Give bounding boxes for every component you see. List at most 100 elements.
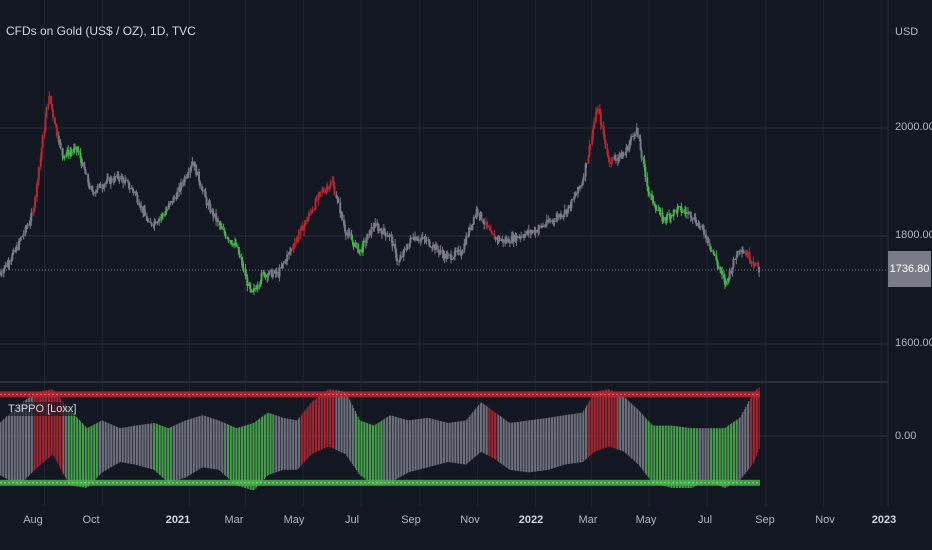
price-candle-body (156, 222, 159, 224)
price-candle-body (26, 225, 29, 228)
time-tick-label: May (635, 514, 657, 526)
price-candle-body (383, 228, 386, 233)
price-candle-body (519, 236, 522, 238)
price-candle-body (419, 238, 422, 241)
price-candle-body (193, 161, 196, 167)
price-candle-body (716, 260, 719, 266)
price-candle-body (105, 182, 108, 185)
price-candle-body (293, 242, 296, 248)
price-candle-body (638, 135, 641, 140)
price-candle-body (288, 252, 291, 255)
price-candle-body (603, 134, 606, 141)
price-candle-body (721, 271, 724, 275)
price-candle-body (33, 207, 36, 212)
price-candle-body (734, 258, 737, 260)
price-candle-body (621, 155, 624, 159)
time-tick-label: Nov (815, 514, 835, 526)
price-candle-body (378, 228, 381, 231)
price-candle-body (435, 244, 438, 250)
price-candle-body (142, 206, 145, 214)
price-candle-body (179, 182, 182, 191)
price-candle-body (96, 185, 99, 191)
time-tick-label: 2023 (871, 514, 897, 526)
price-candle-body (672, 209, 675, 216)
price-candle-body (244, 268, 247, 276)
price-candle-body (110, 178, 113, 182)
time-tick-label: Jul (697, 514, 713, 526)
price-candle-body (203, 190, 206, 192)
price-candle-body (724, 280, 727, 285)
price-candle-body (555, 217, 558, 222)
price-candle-body (534, 230, 537, 234)
price-candle-body (575, 193, 578, 196)
price-candle-body (17, 240, 20, 250)
price-candle-body (465, 235, 468, 245)
price-candle-body (662, 217, 665, 222)
price-candle-body (73, 146, 76, 149)
price-candle-body (54, 124, 57, 127)
price-candle-body (544, 224, 547, 226)
price-candle-body (596, 111, 599, 113)
price-candle-body (204, 191, 207, 198)
price-candle-body (84, 168, 87, 174)
price-candle-body (739, 250, 742, 252)
price-candle-body (581, 180, 584, 186)
price-candle-body (252, 288, 255, 291)
price-candle-body (44, 118, 47, 132)
time-tick-label: Aug (23, 514, 43, 526)
price-candle-body (428, 239, 431, 246)
price-candle-body (483, 222, 486, 225)
indicator-label[interactable]: T3PPO [Loxx] (6, 402, 79, 416)
price-candle-body (669, 214, 672, 219)
time-tick-label: Mar (578, 514, 598, 526)
price-candle-body (351, 239, 354, 242)
price-candle-body (387, 236, 390, 238)
time-tick-label: Sep (401, 514, 421, 526)
price-candle-body (161, 214, 164, 217)
price-candle-body (394, 243, 397, 249)
price-candle-body (135, 192, 138, 195)
price-candle-body (472, 216, 475, 224)
price-candle-body (332, 180, 335, 186)
price-candle-body (703, 229, 706, 235)
price-candle-body (187, 172, 190, 175)
price-candle-body (278, 267, 281, 277)
price-candle-body (94, 191, 97, 194)
price-candle-body (607, 154, 610, 158)
price-candle-body (24, 226, 27, 234)
price-tick-label: 1600.00 (895, 337, 932, 349)
price-candle-body (608, 157, 611, 163)
price-candle-body (543, 225, 546, 227)
price-candle-body (680, 206, 683, 213)
price-candle-body (145, 215, 148, 221)
price-candle-body (709, 246, 712, 250)
price-candle-body (541, 225, 544, 228)
price-candle-body (317, 194, 320, 201)
price-candle-body (406, 248, 409, 250)
price-candle-body (661, 212, 664, 222)
price-candle-body (295, 238, 298, 243)
price-candle-body (275, 271, 278, 274)
price-candle-body (376, 223, 379, 226)
price-candle-body (606, 148, 609, 155)
price-candle-body (420, 238, 423, 240)
price-candle-body (396, 258, 399, 262)
price-candle-body (453, 250, 456, 258)
price-candle-body (476, 209, 479, 214)
price-candle-body (636, 127, 639, 136)
price-candle-body (189, 168, 192, 173)
price-candle-body (489, 230, 492, 232)
price-candle-body (451, 258, 454, 260)
price-candle-body (640, 150, 643, 159)
price-candle-body (8, 262, 11, 265)
price-candle-body (315, 199, 318, 201)
price-candle-body (695, 222, 698, 226)
price-candle-body (322, 190, 325, 192)
price-candle-body (423, 237, 426, 239)
price-candle-body (313, 208, 316, 210)
price-candle-body (655, 209, 658, 211)
price-candle-body (80, 158, 83, 166)
price-candle-body (167, 204, 170, 209)
price-candle-body (165, 208, 168, 212)
